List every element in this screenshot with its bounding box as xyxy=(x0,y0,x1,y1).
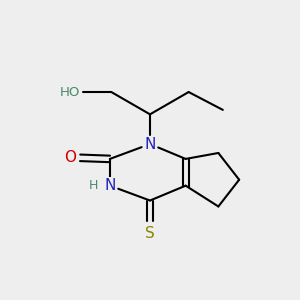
Text: H: H xyxy=(89,179,98,192)
Text: O: O xyxy=(64,150,76,165)
Text: N: N xyxy=(104,178,116,193)
Text: N: N xyxy=(144,136,156,152)
Text: HO: HO xyxy=(60,85,80,98)
Text: S: S xyxy=(145,226,155,241)
